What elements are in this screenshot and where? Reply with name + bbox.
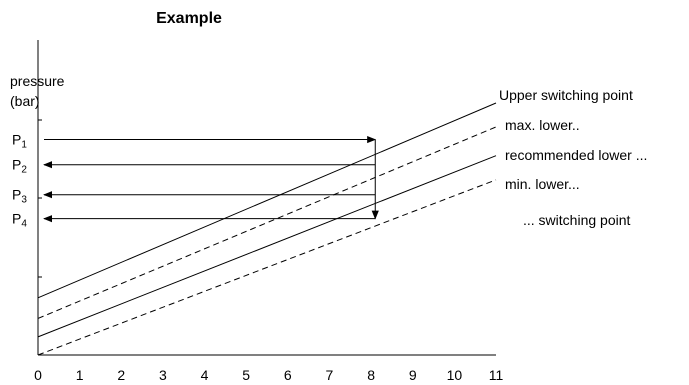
chart-title: Example: [156, 10, 222, 27]
x-tick-label: 4: [201, 367, 209, 383]
x-tick-label: 1: [76, 367, 84, 383]
pressure-level-label: P4: [12, 211, 27, 230]
x-tick-label: 10: [447, 367, 463, 383]
series-label: recommended lower ...: [505, 147, 647, 163]
x-tick-label: 0: [34, 367, 42, 383]
series-line: [37, 126, 497, 319]
pressure-level-label: P3: [12, 187, 27, 206]
series-label: min. lower...: [505, 176, 580, 192]
x-tick-label: 11: [489, 367, 504, 383]
series-label: max. lower..: [505, 117, 580, 133]
x-tick-label: 9: [409, 367, 417, 383]
y-axis-label-line1: pressure: [10, 73, 65, 89]
x-tick-label: 3: [159, 367, 167, 383]
series-line: [37, 179, 497, 356]
pressure-level-label: P1: [12, 132, 27, 151]
pressure-level-label: P2: [12, 157, 27, 176]
series-line: [37, 102, 497, 299]
series-lines: [37, 102, 497, 356]
axes: [37, 40, 496, 356]
switching-point-note: ... switching point: [523, 212, 630, 228]
x-tick-label: 8: [367, 367, 375, 383]
x-tick-label: 2: [117, 367, 125, 383]
series-labels: Upper switching point max. lower.. recomme…: [499, 87, 647, 192]
x-tick-label: 7: [326, 367, 334, 383]
series-line: [37, 155, 497, 338]
x-tick-labels: 0 1 2 3 4 5 6 7 8 9 10 11: [34, 367, 503, 383]
pressure-labels: P1 P2 P3 P4: [12, 132, 27, 230]
x-tick-label: 6: [284, 367, 292, 383]
pressure-arrows: [43, 135, 379, 223]
y-axis-label-line2: (bar): [10, 93, 40, 109]
x-tick-label: 5: [242, 367, 250, 383]
series-label: Upper switching point: [499, 87, 633, 103]
